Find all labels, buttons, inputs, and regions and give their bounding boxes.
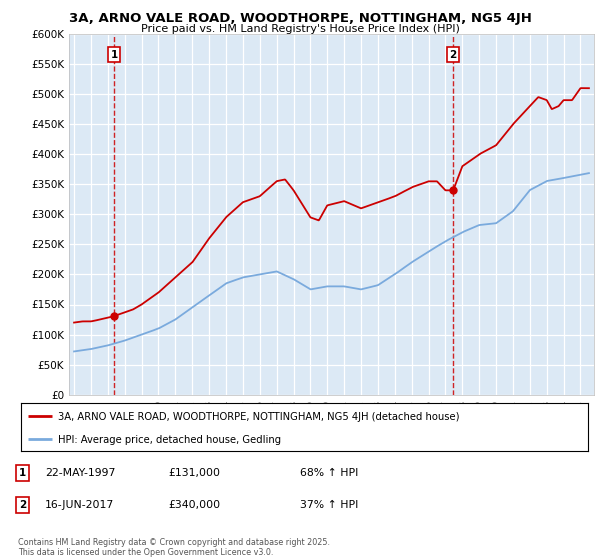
Text: Price paid vs. HM Land Registry's House Price Index (HPI): Price paid vs. HM Land Registry's House …: [140, 24, 460, 34]
Text: 1: 1: [19, 468, 26, 478]
Text: 22-MAY-1997: 22-MAY-1997: [45, 468, 115, 478]
Text: Contains HM Land Registry data © Crown copyright and database right 2025.
This d: Contains HM Land Registry data © Crown c…: [18, 538, 330, 557]
Text: 3A, ARNO VALE ROAD, WOODTHORPE, NOTTINGHAM, NG5 4JH (detached house): 3A, ARNO VALE ROAD, WOODTHORPE, NOTTINGH…: [58, 412, 460, 422]
Text: 16-JUN-2017: 16-JUN-2017: [45, 500, 114, 510]
Text: £131,000: £131,000: [168, 468, 220, 478]
Text: 1: 1: [110, 50, 118, 60]
Text: £340,000: £340,000: [168, 500, 220, 510]
Text: HPI: Average price, detached house, Gedling: HPI: Average price, detached house, Gedl…: [58, 435, 281, 445]
Text: 2: 2: [449, 50, 457, 60]
Text: 37% ↑ HPI: 37% ↑ HPI: [300, 500, 358, 510]
Text: 2: 2: [19, 500, 26, 510]
Text: 3A, ARNO VALE ROAD, WOODTHORPE, NOTTINGHAM, NG5 4JH: 3A, ARNO VALE ROAD, WOODTHORPE, NOTTINGH…: [68, 12, 532, 25]
Text: 68% ↑ HPI: 68% ↑ HPI: [300, 468, 358, 478]
